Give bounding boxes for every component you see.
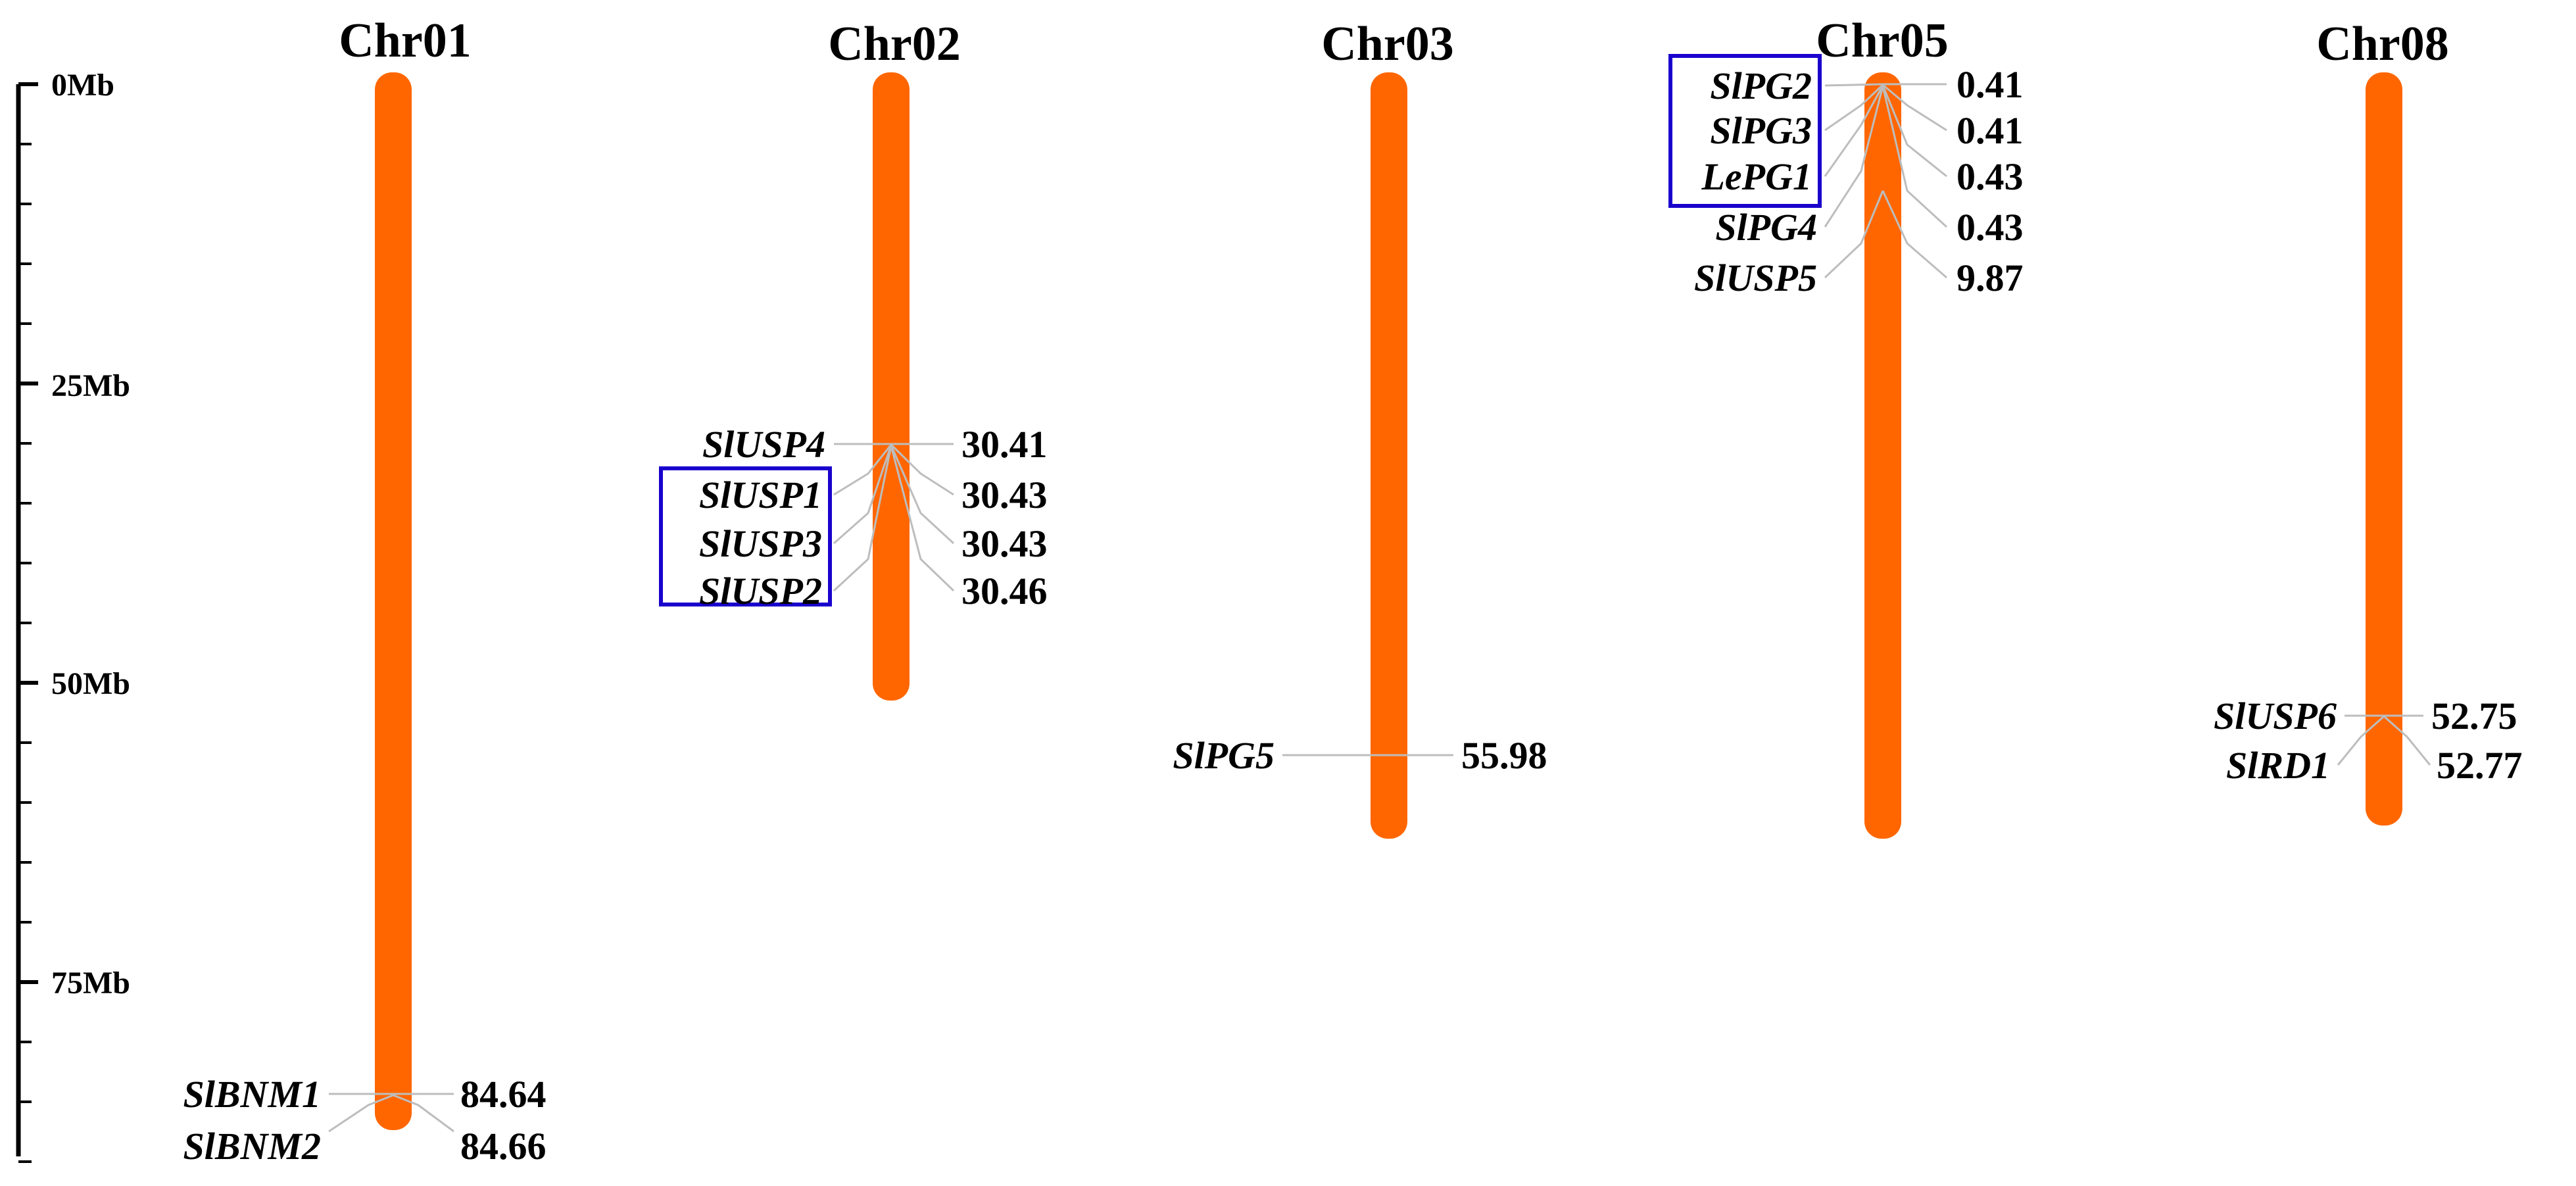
- chr03-title: Chr03: [1321, 17, 1453, 71]
- position-label: 0.41: [1956, 109, 2024, 152]
- gene-label: SlBNM2: [183, 1125, 321, 1168]
- axis-label-0mb: 0Mb: [51, 68, 114, 103]
- position-label: 0.43: [1956, 206, 2024, 249]
- leader-line: [1824, 85, 1884, 177]
- gene-label: SlRD1: [2226, 744, 2330, 787]
- gene-label: SlPG3: [1710, 109, 1812, 152]
- leader-line: [1882, 190, 1947, 279]
- gene-label: SlUSP6: [2214, 695, 2337, 737]
- position-label: 30.43: [961, 522, 1048, 565]
- position-label: 0.43: [1956, 155, 2024, 198]
- gene-label: SlBNM1: [183, 1073, 321, 1116]
- gene-label: LePG1: [1701, 155, 1812, 198]
- gene-label: SlPG2: [1710, 64, 1812, 107]
- chr01-bar: [375, 72, 412, 1130]
- highlight-box-chr02: [659, 466, 832, 606]
- leader-line: [833, 444, 892, 496]
- gene-label: SlPG4: [1715, 206, 1817, 249]
- position-label: 84.64: [460, 1073, 547, 1116]
- leader-line: [1824, 83, 1883, 87]
- axis-label-25mb: 25Mb: [51, 368, 130, 403]
- chr05-title: Chr05: [1816, 14, 1948, 68]
- leader-line: [1882, 86, 1948, 228]
- chr08-bar: [2366, 72, 2402, 826]
- chr03-bar: [1371, 72, 1407, 839]
- gene-label: SlUSP4: [702, 423, 825, 466]
- gene-label: SlUSP2: [699, 570, 822, 612]
- leader-line: [1882, 84, 1947, 132]
- scale-axis: 0Mb 25Mb 50Mb 75Mb: [16, 68, 130, 1163]
- leader-line: [2383, 715, 2431, 766]
- leader-line: [393, 1094, 454, 1133]
- position-label: 30.46: [961, 570, 1048, 612]
- gene-label: SlUSP3: [699, 522, 822, 565]
- leader-line: [1824, 84, 1884, 132]
- chr01-title: Chr01: [339, 14, 471, 68]
- gene-label: SlPG5: [1173, 734, 1275, 777]
- leader-line: [2337, 715, 2385, 766]
- leader-lines: [328, 83, 2431, 1133]
- leader-line: [890, 445, 955, 545]
- gene-label: SlUSP1: [699, 474, 822, 516]
- position-label: 52.75: [2431, 695, 2517, 737]
- leader-line: [833, 445, 892, 592]
- position-label: 0.41: [1956, 63, 2024, 106]
- position-label: 9.87: [1956, 257, 2024, 299]
- position-label: 30.41: [961, 423, 1048, 466]
- chr05-bar: [1864, 72, 1901, 839]
- position-label: 52.77: [2437, 744, 2523, 787]
- chr02-bar: [873, 72, 910, 701]
- axis-label-50mb: 50Mb: [51, 666, 130, 701]
- leader-line: [833, 445, 892, 545]
- position-label: 84.66: [460, 1125, 547, 1168]
- leader-line: [1824, 86, 1884, 228]
- position-label: 55.98: [1461, 734, 1547, 777]
- chr08-title: Chr08: [2316, 17, 2448, 71]
- chr02-title: Chr02: [828, 17, 960, 71]
- leader-line: [1824, 190, 1884, 279]
- leader-line: [890, 445, 955, 592]
- leader-line: [890, 443, 954, 496]
- axis-ticks: [18, 82, 38, 1163]
- leader-line: [1882, 85, 1947, 178]
- leader-line: [328, 1094, 394, 1133]
- position-label: 30.43: [961, 474, 1048, 516]
- gene-label: SlUSP5: [1694, 257, 1817, 299]
- highlight-box-chr05: [1668, 54, 1822, 208]
- axis-label-75mb: 75Mb: [51, 966, 130, 1001]
